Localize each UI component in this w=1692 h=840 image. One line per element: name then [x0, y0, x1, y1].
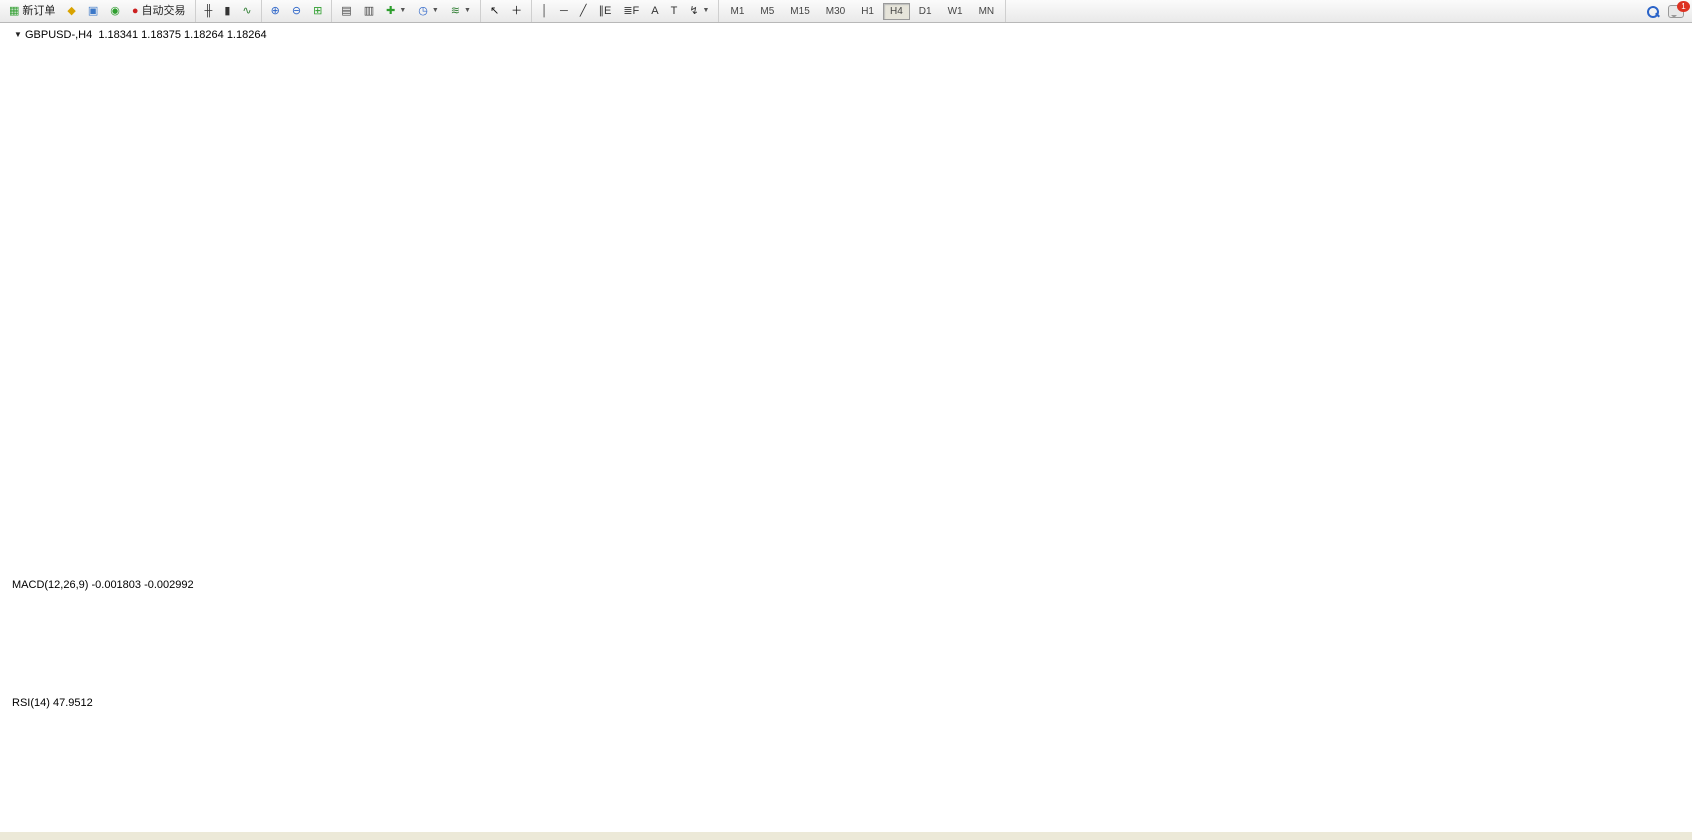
profile-button[interactable]: ▣ — [83, 3, 103, 19]
signal-button[interactable]: ◉ — [105, 3, 125, 19]
line-chart-icon-button[interactable]: ∿ — [237, 3, 256, 19]
line-chart-icon-icon: ∿ — [242, 5, 252, 17]
chevron-down-icon[interactable]: ▼ — [464, 7, 471, 14]
timeframe-h1-button[interactable]: H1 — [861, 5, 874, 17]
chevron-down-icon[interactable]: ▼ — [702, 7, 710, 14]
autotrade-button-label: 自动交易 — [141, 5, 186, 17]
channel-icon: ∥E — [598, 5, 612, 17]
timeframe-h4-button[interactable]: H4 — [883, 2, 910, 20]
crosshair-icon: ＋ — [511, 5, 523, 17]
auto-scroll-icon: ▤ — [341, 5, 352, 17]
template-button[interactable]: ≋ ▼ — [446, 2, 476, 20]
fibonacci-button[interactable]: ≣F — [618, 3, 644, 19]
channel-button[interactable]: ∥E — [593, 3, 616, 19]
arrange-group: ▤ ▥ ✚ ▼ ◷ ▼ ≋ ▼ — [332, 0, 481, 22]
notification-badge: 1 — [1677, 0, 1690, 12]
bar-chart-icon-button[interactable]: ╫ — [200, 3, 218, 19]
text-label-button[interactable]: T — [666, 3, 683, 19]
timeframe-m1-button[interactable]: M1 — [730, 5, 745, 17]
rsi-header: RSI(14) 47.9512 — [12, 697, 93, 709]
ohlc-readout: 1.18341 1.18375 1.18264 1.18264 — [98, 29, 267, 41]
search-icon[interactable] — [1647, 5, 1660, 18]
timeframe-mn-button[interactable]: MN — [978, 5, 995, 17]
metaeditor-button[interactable]: ◆ — [62, 3, 80, 19]
timeframe-group: M1 M5 M15 M30 H1 H4 D1 W1 MN — [719, 0, 1007, 22]
zoom-in-button[interactable]: ⊕ — [266, 3, 285, 19]
cursor-button[interactable]: ↖ — [485, 3, 504, 19]
arrows-button[interactable]: ↯ ▼ — [684, 2, 714, 20]
trade-group: ▦ 新订单 ◆ ▣ ◉ ● 自动交易 — [0, 0, 196, 22]
macd-label: MACD(12,26,9) — [12, 579, 89, 591]
objects-group: │ ─ ╱ ∥E ≣F A T ↯ ▼ — [532, 0, 720, 22]
add-indicator-icon: ✚ — [386, 5, 396, 17]
notification-chat-icon[interactable]: 1 — [1668, 0, 1690, 18]
chevron-down-icon[interactable]: ▼ — [431, 7, 439, 14]
zoom-out-icon: ⊖ — [291, 5, 302, 17]
cursor-group: ↖ ＋ — [481, 0, 533, 22]
tile-windows-button[interactable]: ⊞ — [308, 3, 327, 19]
period-button[interactable]: ◷ ▼ — [413, 2, 444, 20]
zoom-in-icon: ⊕ — [270, 5, 280, 17]
fibonacci-icon: ≣F — [623, 5, 640, 17]
trendline-button[interactable]: ╱ — [575, 3, 592, 19]
timeframe-d1-button[interactable]: D1 — [918, 5, 932, 17]
rsi-label: RSI(14) — [12, 697, 50, 709]
autotrade-button[interactable]: ● 自动交易 — [127, 2, 191, 20]
period-icon: ◷ — [418, 5, 428, 17]
timeframe-m15-button[interactable]: M15 — [790, 5, 810, 17]
symbol-period-label: GBPUSD-,H4 — [24, 29, 93, 41]
main-toolbar: ▦ 新订单 ◆ ▣ ◉ ● 自动交易 ╫ ▮ ∿ ⊕ ⊖ ⊞ ▤ ▥ ✚ ▼ ◷ ▼ ≋ ▼ ↖ ＋ │ ─ ╱ ∥E ≣F A T ↯ ▼ M… — [0, 0, 1692, 23]
text-icon: A — [651, 5, 659, 17]
macd-values: -0.001803 -0.002992 — [91, 579, 194, 591]
symbol-dropdown-icon[interactable]: ▼ — [14, 30, 22, 39]
bar-chart-icon-icon: ╫ — [204, 5, 213, 17]
horizontal-line-button[interactable]: ─ — [555, 3, 573, 19]
auto-scroll-button[interactable]: ▤ — [336, 3, 356, 19]
chart-type-group: ╫ ▮ ∿ — [196, 0, 262, 22]
horizontal-line-icon: ─ — [560, 5, 568, 17]
candlestick-icon-icon: ▮ — [224, 5, 231, 17]
text-button[interactable]: A — [646, 3, 663, 19]
timeframe-m30-button[interactable]: M30 — [825, 5, 846, 17]
cursor-icon: ↖ — [489, 5, 500, 17]
rsi-value: 47.9512 — [52, 697, 93, 709]
chart-symbol-header[interactable]: ▼ GBPUSD-,H4 1.18341 1.18375 1.18264 1.1… — [14, 29, 267, 41]
template-icon: ≋ — [450, 5, 461, 17]
macd-header: MACD(12,26,9) -0.001803 -0.002992 — [12, 579, 194, 591]
vertical-line-icon: │ — [541, 5, 549, 17]
profile-icon: ▣ — [87, 5, 99, 17]
autotrade-icon: ● — [131, 5, 139, 17]
add-indicator-button[interactable]: ✚ ▼ — [381, 2, 411, 20]
new-order-button[interactable]: ▦ 新订单 — [4, 2, 60, 20]
candlestick-icon-button[interactable]: ▮ — [219, 3, 235, 19]
arrows-icon: ↯ — [689, 5, 699, 17]
new-order-icon: ▦ — [9, 5, 20, 17]
toolbar-right-icons: 1 — [1647, 0, 1692, 18]
timeframe-m5-button[interactable]: M5 — [760, 5, 775, 17]
zoom-group: ⊕ ⊖ ⊞ — [262, 0, 333, 22]
timeframe-w1-button[interactable]: W1 — [947, 5, 963, 17]
chart-shift-icon: ▥ — [363, 5, 375, 17]
vertical-line-button[interactable]: │ — [536, 3, 553, 19]
text-label-icon: T — [670, 5, 678, 17]
metaeditor-icon: ◆ — [67, 5, 76, 17]
new-order-button-label: 新订单 — [22, 5, 56, 17]
chart-shift-button[interactable]: ▥ — [359, 3, 379, 19]
trendline-icon: ╱ — [579, 5, 587, 17]
signal-icon: ◉ — [110, 5, 120, 17]
crosshair-button[interactable]: ＋ — [506, 3, 527, 19]
chevron-down-icon[interactable]: ▼ — [399, 7, 407, 14]
tile-windows-icon: ⊞ — [313, 5, 323, 17]
zoom-out-button[interactable]: ⊖ — [287, 3, 306, 19]
